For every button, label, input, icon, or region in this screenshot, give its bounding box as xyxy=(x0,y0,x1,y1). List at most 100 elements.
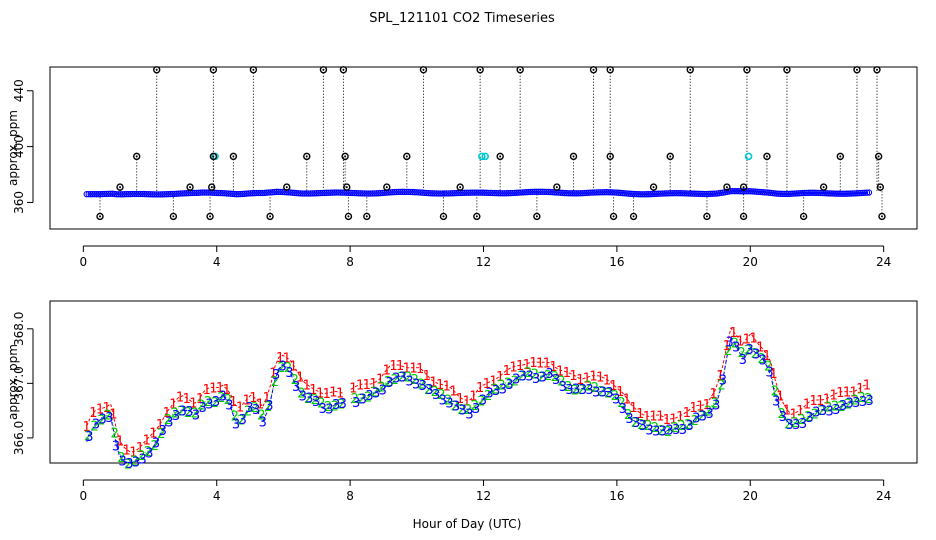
co2-point xyxy=(231,190,238,198)
series-3-marker: 3 xyxy=(252,403,260,418)
raw-sample xyxy=(589,66,598,74)
co2-point xyxy=(513,189,520,196)
co2-point xyxy=(639,191,647,198)
series-3-marker: 3 xyxy=(852,396,860,411)
co2-point xyxy=(409,188,416,196)
raw-sample xyxy=(649,183,658,191)
series-2-marker: 2 xyxy=(551,370,559,385)
series-3-marker: 3 xyxy=(179,404,187,419)
series-1-marker: 1 xyxy=(536,357,544,372)
series-1-marker: 1 xyxy=(129,446,137,461)
series-2-marker: 2 xyxy=(564,380,572,395)
raw-sample-center xyxy=(442,215,445,218)
series-2-marker: 2 xyxy=(657,424,665,439)
co2-point xyxy=(671,190,679,197)
co2-point xyxy=(519,189,526,196)
raw-sample xyxy=(419,66,428,74)
series-3-marker: 3 xyxy=(732,340,740,355)
series-2-marker: 2 xyxy=(404,370,412,385)
co2-point xyxy=(683,190,691,197)
co2-point xyxy=(515,189,522,196)
series-1-marker: 1 xyxy=(809,394,817,409)
series-1-marker: 1 xyxy=(609,379,617,394)
series-2-marker: 2 xyxy=(671,421,679,436)
series-2-marker: 2 xyxy=(197,399,205,414)
series-2-marker: 2 xyxy=(311,393,319,408)
series-3-marker: 3 xyxy=(839,399,847,414)
co2-point xyxy=(625,190,633,197)
raw-sample-center xyxy=(119,186,122,189)
top-y-tick-label: 400 xyxy=(12,135,26,158)
raw-sample-center xyxy=(405,155,408,158)
co2-point xyxy=(679,190,687,197)
co2-point xyxy=(533,188,541,195)
series-1-marker: 1 xyxy=(243,393,251,408)
raw-sample-center xyxy=(765,155,768,158)
co2-point xyxy=(745,188,753,195)
co2-point xyxy=(175,190,182,197)
series-1-marker: 1 xyxy=(163,406,171,421)
series-2-marker: 2 xyxy=(104,409,112,424)
series-1-marker: 1 xyxy=(549,360,557,375)
series-3-marker: 3 xyxy=(459,403,467,418)
series-1-marker: 1 xyxy=(396,359,404,374)
raw-sample-center xyxy=(347,215,350,218)
series-3-marker: 3 xyxy=(639,419,647,434)
co2-point xyxy=(323,189,330,196)
series-2-marker: 2 xyxy=(624,408,632,423)
co2-point xyxy=(579,189,587,197)
series-2-marker: 2 xyxy=(784,417,792,432)
series-3-marker: 3 xyxy=(412,377,420,392)
co2-point xyxy=(317,189,324,197)
series-3-marker: 3 xyxy=(765,366,773,381)
series-1-marker: 1 xyxy=(469,390,477,405)
series-1-marker: 1 xyxy=(683,406,691,421)
co2-point xyxy=(245,190,252,197)
co2-point xyxy=(215,189,222,197)
raw-sample-center xyxy=(879,186,882,189)
co2-point xyxy=(333,189,340,196)
series-1-marker: 1 xyxy=(263,391,271,406)
series-3-line xyxy=(86,364,343,464)
series-3-marker: 3 xyxy=(479,394,487,409)
raw-sample-center xyxy=(609,68,612,71)
series-2-marker: 2 xyxy=(324,400,332,415)
co2-point xyxy=(91,191,98,198)
series-2-marker: 2 xyxy=(691,414,699,429)
co2-point xyxy=(485,189,492,197)
co2-point xyxy=(377,189,384,197)
series-1-marker: 1 xyxy=(176,391,184,406)
series-2-marker: 2 xyxy=(637,418,645,433)
series-2-marker: 2 xyxy=(257,408,265,423)
series-1-marker: 1 xyxy=(103,401,111,416)
series-3-marker: 3 xyxy=(405,375,413,390)
raw-sample xyxy=(819,183,828,191)
series-2-marker: 2 xyxy=(424,383,432,398)
series-3-marker: 3 xyxy=(519,369,527,384)
co2-point xyxy=(149,191,156,198)
co2-point xyxy=(413,189,420,196)
series-2-marker: 2 xyxy=(591,381,599,396)
co2-point xyxy=(395,188,402,196)
series-2-marker: 2 xyxy=(744,343,752,358)
series-2-marker: 2 xyxy=(751,347,759,362)
co2-point xyxy=(351,189,358,197)
series-2-marker: 2 xyxy=(357,392,365,407)
series-1-marker: 1 xyxy=(276,351,284,366)
raw-sample xyxy=(799,212,808,221)
series-2-marker: 2 xyxy=(764,359,772,374)
series-1-marker: 1 xyxy=(669,413,677,428)
series-3-marker: 3 xyxy=(579,383,587,398)
co2-point xyxy=(809,189,817,196)
series-3-marker: 3 xyxy=(239,413,247,428)
co2-point xyxy=(273,188,280,195)
series-2-marker: 2 xyxy=(284,361,292,376)
co2-point xyxy=(845,190,853,197)
series-1-marker: 1 xyxy=(143,434,151,449)
co2-point xyxy=(481,189,488,196)
series-2-marker: 2 xyxy=(97,413,105,428)
raw-sample-center xyxy=(609,155,612,158)
series-2-marker: 2 xyxy=(411,373,419,388)
co2-point xyxy=(219,189,226,197)
co2-point xyxy=(823,190,831,197)
